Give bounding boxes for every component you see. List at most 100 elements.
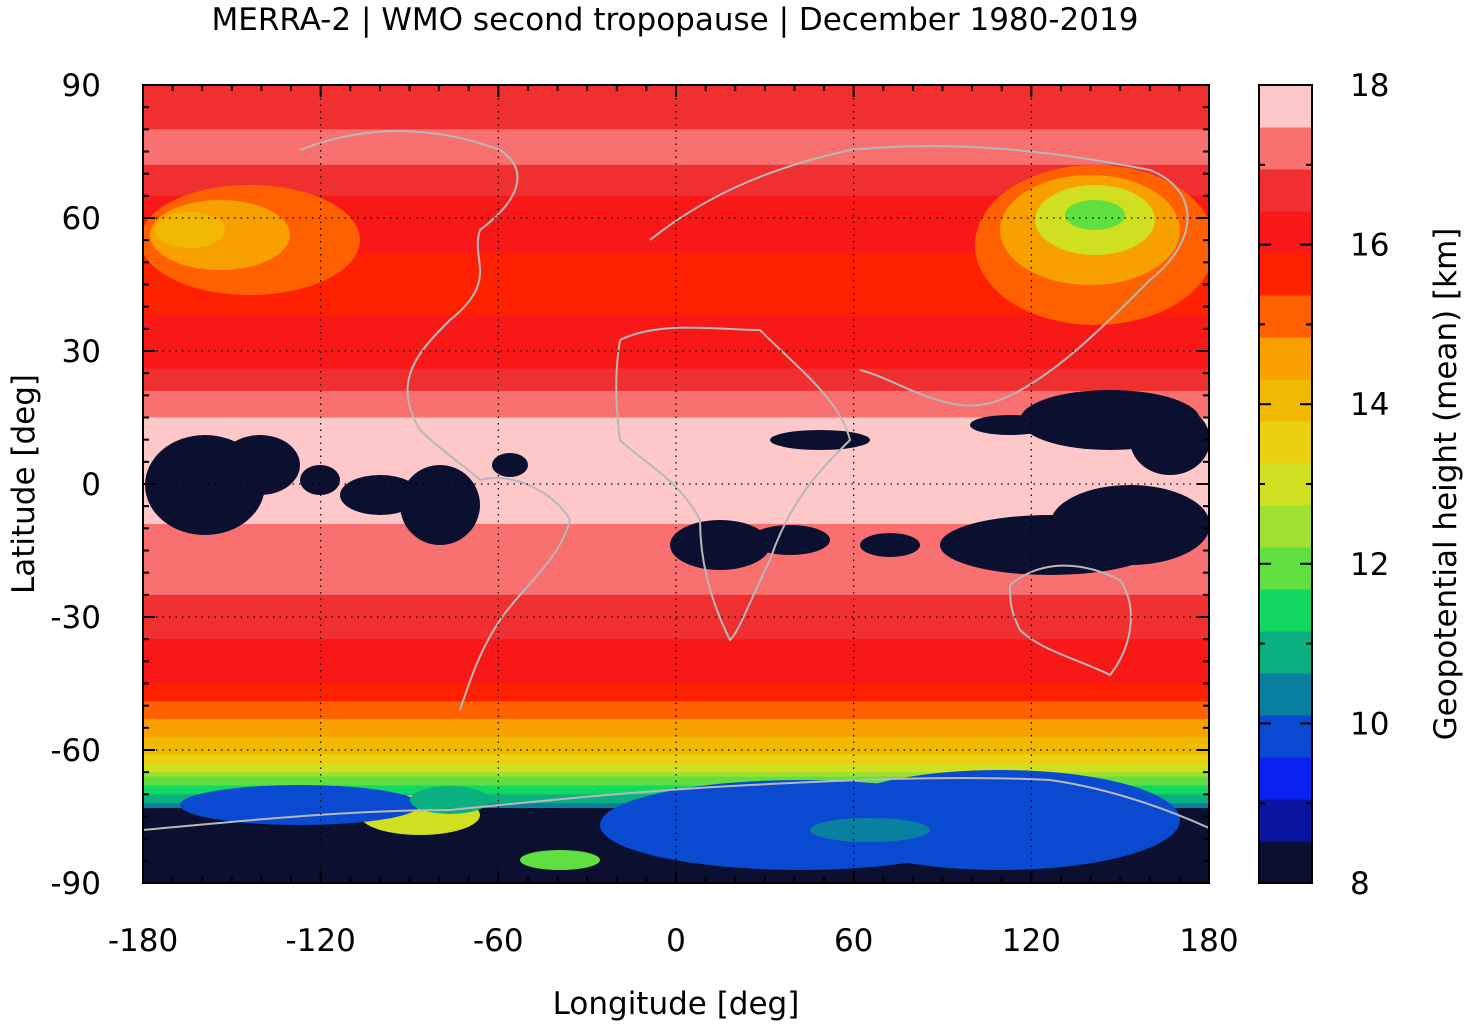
tropical-missing-data bbox=[145, 390, 1209, 575]
colorbar-segment bbox=[1259, 421, 1312, 464]
colorbar-segment bbox=[1259, 841, 1312, 884]
chart-title: MERRA-2 | WMO second tropopause | Decemb… bbox=[212, 2, 1139, 38]
zonal-band bbox=[143, 461, 1209, 467]
zonal-band bbox=[143, 665, 1209, 671]
zonal-band bbox=[143, 404, 1209, 410]
zonal-band bbox=[143, 727, 1209, 733]
zonal-band bbox=[143, 723, 1209, 729]
zonal-band bbox=[143, 262, 1209, 268]
x-tick-label: 120 bbox=[1002, 923, 1061, 959]
y-tick-label: -60 bbox=[50, 733, 101, 769]
zonal-band bbox=[143, 763, 1209, 769]
zonal-band bbox=[143, 164, 1209, 170]
zonal-band bbox=[143, 594, 1209, 600]
zonal-band bbox=[143, 630, 1209, 636]
zonal-band bbox=[143, 386, 1209, 392]
zonal-band bbox=[143, 413, 1209, 419]
zonal-band bbox=[143, 475, 1209, 481]
coastline-australia bbox=[1009, 564, 1132, 677]
coastline-africa bbox=[615, 326, 852, 642]
colorbar-segment bbox=[1259, 673, 1312, 716]
colorbar-tick-label: 16 bbox=[1350, 228, 1389, 264]
zonal-band bbox=[143, 736, 1209, 742]
colorbar-segment bbox=[1259, 799, 1312, 842]
y-tick-label: 90 bbox=[62, 68, 101, 104]
zonal-band bbox=[143, 346, 1209, 352]
x-tick-label: 0 bbox=[666, 923, 686, 959]
zonal-band bbox=[143, 692, 1209, 698]
zonal-band bbox=[143, 515, 1209, 521]
zonal-band bbox=[143, 612, 1209, 618]
warm-region-east-asia bbox=[975, 165, 1209, 325]
colorbar-segment bbox=[1259, 127, 1312, 170]
colorbar-segment bbox=[1259, 463, 1312, 506]
zonal-band bbox=[143, 280, 1209, 286]
zonal-band bbox=[143, 98, 1209, 104]
zonal-band bbox=[143, 257, 1209, 263]
zonal-band bbox=[143, 235, 1209, 241]
zonal-band bbox=[143, 639, 1209, 645]
x-tick-label: -60 bbox=[473, 923, 524, 959]
zonal-band bbox=[143, 683, 1209, 689]
colorbar-segment bbox=[1259, 715, 1312, 758]
zonal-band bbox=[143, 302, 1209, 308]
zonal-band bbox=[143, 572, 1209, 578]
zonal-band bbox=[143, 452, 1209, 458]
coastlines bbox=[143, 130, 1209, 831]
zonal-band bbox=[143, 718, 1209, 724]
zonal-band bbox=[143, 120, 1209, 126]
zonal-band bbox=[143, 155, 1209, 161]
colorbar-tick-label: 12 bbox=[1350, 547, 1389, 583]
zonal-band bbox=[143, 355, 1209, 361]
zonal-band bbox=[143, 288, 1209, 294]
zonal-band bbox=[143, 448, 1209, 454]
x-tick-label: -120 bbox=[285, 923, 355, 959]
zonal-band bbox=[143, 191, 1209, 197]
zonal-band bbox=[143, 266, 1209, 272]
colorbar-tick-label: 18 bbox=[1350, 68, 1389, 104]
zonal-band bbox=[143, 585, 1209, 591]
colorbar-ticks: 8 10 12 14 16 18 bbox=[1259, 68, 1389, 902]
colorbar-segment bbox=[1259, 211, 1312, 254]
zonal-band bbox=[143, 643, 1209, 649]
zonal-band bbox=[143, 124, 1209, 130]
colorbar-segment bbox=[1259, 295, 1312, 338]
zonal-band bbox=[143, 714, 1209, 720]
zonal-band bbox=[143, 559, 1209, 565]
zonal-band bbox=[143, 430, 1209, 436]
zonal-band bbox=[143, 554, 1209, 560]
zonal-band bbox=[143, 209, 1209, 215]
zonal-band bbox=[143, 705, 1209, 711]
zonal-band bbox=[143, 470, 1209, 476]
zonal-band bbox=[143, 710, 1209, 716]
colorbar-segment bbox=[1259, 757, 1312, 800]
zonal-band bbox=[143, 178, 1209, 184]
zonal-band bbox=[143, 732, 1209, 738]
zonal-band bbox=[143, 634, 1209, 640]
colorbar-label: Geopotential height (mean) [km] bbox=[1428, 228, 1464, 741]
zonal-band bbox=[143, 364, 1209, 370]
zonal-band bbox=[143, 244, 1209, 250]
zonal-band bbox=[143, 781, 1209, 787]
zonal-band bbox=[143, 293, 1209, 299]
coastline-south-america bbox=[459, 477, 572, 711]
zonal-band bbox=[143, 240, 1209, 246]
zonal-band bbox=[143, 182, 1209, 188]
x-tick-label: 60 bbox=[834, 923, 873, 959]
colorbar-segment bbox=[1259, 169, 1312, 212]
zonal-band bbox=[143, 568, 1209, 574]
zonal-band bbox=[143, 776, 1209, 782]
zonal-band bbox=[143, 523, 1209, 529]
y-tick-label: 0 bbox=[81, 467, 101, 503]
coastline-north-america bbox=[299, 130, 519, 481]
zonal-band bbox=[143, 497, 1209, 503]
zonal-band bbox=[143, 625, 1209, 631]
y-axis-label: Latitude [deg] bbox=[6, 374, 42, 594]
zonal-band bbox=[143, 696, 1209, 702]
x-tick-label: 180 bbox=[1179, 923, 1238, 959]
y-tick-label: 30 bbox=[62, 334, 101, 370]
zonal-band bbox=[143, 138, 1209, 144]
zonal-band bbox=[143, 488, 1209, 494]
colorbar-segment bbox=[1259, 631, 1312, 674]
colorbar-segment bbox=[1259, 253, 1312, 296]
